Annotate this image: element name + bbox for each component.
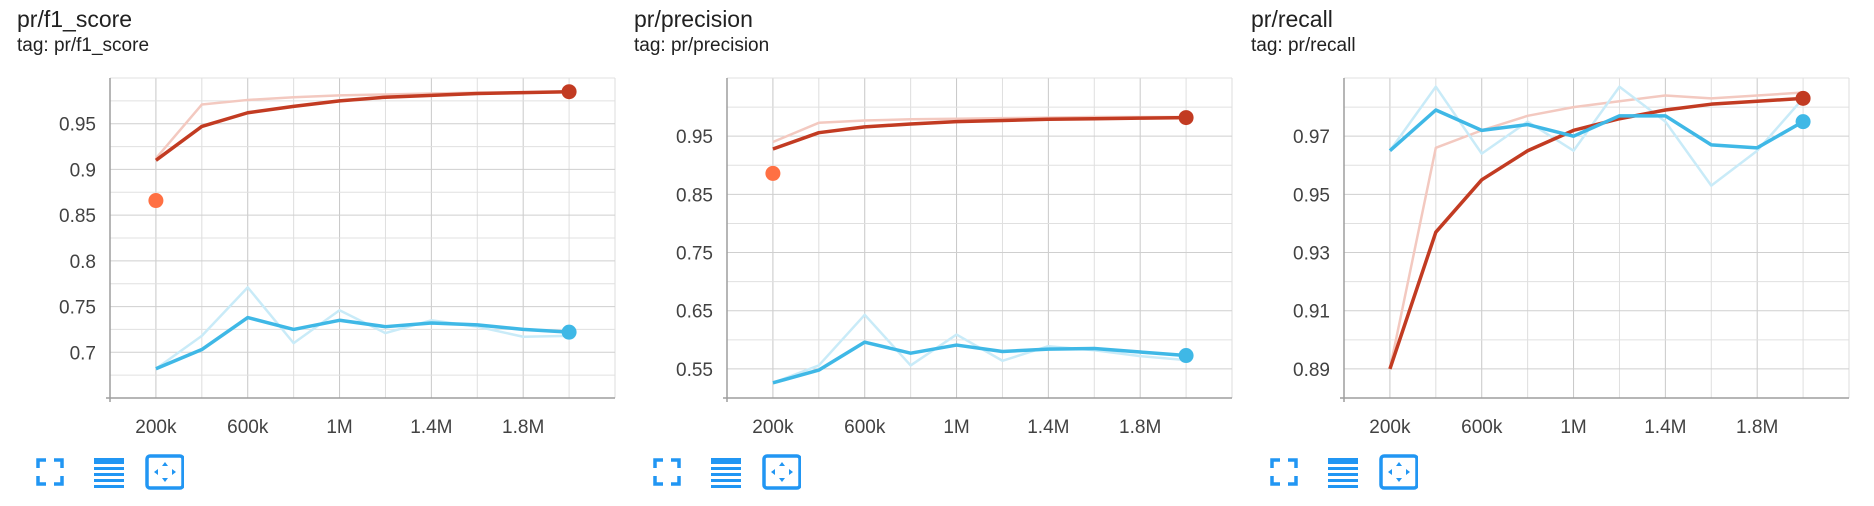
y-tick-label: 0.97 bbox=[1293, 127, 1330, 148]
chart-plot[interactable]: 0.89 0.91 0.93 0.95 0.97 200k 600k 1M 1.4M 1.8M bbox=[1234, 0, 1854, 440]
x-tick-label: 1.4M bbox=[1644, 417, 1686, 438]
fit-domain-icon[interactable] bbox=[1378, 452, 1419, 492]
chart-title: pr/f1_score bbox=[17, 6, 133, 32]
y-tick-label: 0.65 bbox=[676, 302, 713, 323]
x-tick-label: 1.4M bbox=[410, 417, 452, 438]
chart-card-precision: pr/precision tag: pr/precision 0.55 0.65 0… bbox=[617, 0, 1237, 506]
x-tick-label: 1.8M bbox=[1119, 417, 1161, 438]
fullscreen-icon[interactable] bbox=[647, 452, 687, 492]
x-tick-label: 600k bbox=[844, 417, 886, 438]
data-point-marker bbox=[561, 324, 577, 340]
y-tick-label: 0.75 bbox=[676, 244, 713, 265]
fit-domain-icon[interactable] bbox=[144, 452, 185, 492]
data-table-icon[interactable] bbox=[1322, 452, 1362, 492]
data-table-icon[interactable] bbox=[88, 452, 128, 492]
data-point-marker bbox=[765, 165, 781, 181]
chart-card-recall: pr/recall tag: pr/recall 0.89 0.91 0.93 0.9… bbox=[1234, 0, 1854, 506]
series-0-raw-line bbox=[1388, 91, 1804, 370]
series-0-line bbox=[772, 115, 1187, 151]
chart-tag: tag: pr/recall bbox=[1251, 35, 1356, 56]
x-tick-label: 1M bbox=[326, 417, 352, 438]
y-tick-label: 0.75 bbox=[59, 298, 96, 319]
series-0-line bbox=[1388, 96, 1804, 370]
data-point-marker bbox=[1178, 348, 1194, 364]
data-point-marker bbox=[1795, 114, 1811, 130]
data-point-marker bbox=[561, 84, 577, 100]
x-tick-label: 200k bbox=[135, 417, 177, 438]
y-tick-label: 0.7 bbox=[70, 343, 96, 364]
y-tick-label: 0.85 bbox=[59, 206, 96, 227]
y-tick-label: 0.8 bbox=[70, 252, 96, 273]
data-point-marker bbox=[1178, 110, 1194, 126]
chart-card-f1-score: pr/f1_score tag: pr/f1_score 0.7 0.75 0.8 0… bbox=[0, 0, 620, 506]
chart-tag: tag: pr/f1_score bbox=[17, 35, 150, 56]
chart-plot[interactable]: 0.7 0.75 0.8 0.85 0.9 0.95 200k 600k 1M 1.4M 1.8M bbox=[0, 0, 620, 440]
data-point-marker bbox=[148, 193, 164, 209]
series-1-line bbox=[772, 340, 1187, 385]
chart-title: pr/precision bbox=[634, 6, 753, 32]
y-tick-label: 0.91 bbox=[1293, 302, 1330, 323]
y-tick-label: 0.89 bbox=[1293, 360, 1330, 381]
chart-title: pr/recall bbox=[1251, 6, 1333, 32]
data-point-marker bbox=[1795, 90, 1811, 106]
fullscreen-icon[interactable] bbox=[1264, 452, 1304, 492]
series-0-line bbox=[154, 89, 570, 162]
x-tick-label: 1.4M bbox=[1027, 417, 1069, 438]
x-tick-label: 600k bbox=[1461, 417, 1503, 438]
x-tick-label: 1.8M bbox=[1736, 417, 1778, 438]
fit-domain-icon[interactable] bbox=[761, 452, 802, 492]
x-tick-label: 600k bbox=[227, 417, 269, 438]
y-tick-label: 0.95 bbox=[59, 115, 96, 136]
x-tick-label: 200k bbox=[1369, 417, 1411, 438]
x-tick-label: 1M bbox=[1560, 417, 1586, 438]
x-tick-label: 200k bbox=[752, 417, 794, 438]
x-tick-label: 1M bbox=[943, 417, 969, 438]
series-1-line bbox=[155, 315, 570, 371]
fullscreen-icon[interactable] bbox=[30, 452, 70, 492]
x-tick-label: 1.8M bbox=[502, 417, 544, 438]
y-tick-label: 0.95 bbox=[676, 127, 713, 148]
data-table-icon[interactable] bbox=[705, 452, 745, 492]
y-tick-label: 0.85 bbox=[676, 185, 713, 206]
y-tick-label: 0.9 bbox=[70, 160, 96, 181]
series-0-raw-line bbox=[154, 90, 570, 160]
y-tick-label: 0.55 bbox=[676, 360, 713, 381]
y-tick-label: 0.95 bbox=[1293, 185, 1330, 206]
chart-tag: tag: pr/precision bbox=[634, 35, 770, 56]
series-1-line bbox=[1388, 108, 1804, 153]
chart-plot[interactable]: 0.55 0.65 0.75 0.85 0.95 200k 600k 1M 1.4M 1.8M bbox=[617, 0, 1237, 440]
series-1-raw-line bbox=[155, 286, 570, 370]
y-tick-label: 0.93 bbox=[1293, 244, 1330, 265]
